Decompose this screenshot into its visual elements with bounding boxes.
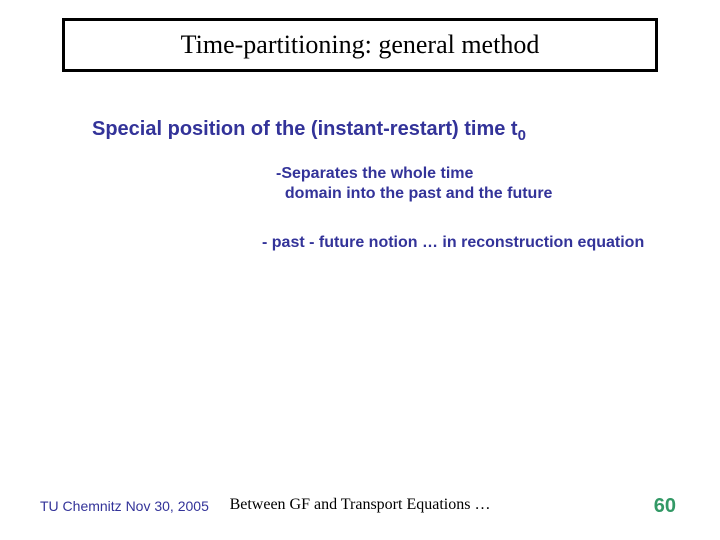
headline-text: Special position of the (instant-restart… [92,118,518,140]
slide: Time-partitioning: general method Specia… [0,0,720,540]
footer-center: Between GF and Transport Equations … [0,496,720,514]
bullet1-line1: -Separates the whole time [276,164,552,184]
title-box: Time-partitioning: general method [62,18,658,72]
headline: Special position of the (instant-restart… [92,118,526,144]
page-number: 60 [654,495,676,518]
bullet-past-future: - past - future notion … in reconstructi… [262,234,644,252]
headline-subscript: 0 [518,127,526,144]
bullet-separates: -Separates the whole time domain into th… [276,164,552,204]
slide-title: Time-partitioning: general method [181,30,540,60]
bullet1-line2: domain into the past and the future [276,184,552,204]
